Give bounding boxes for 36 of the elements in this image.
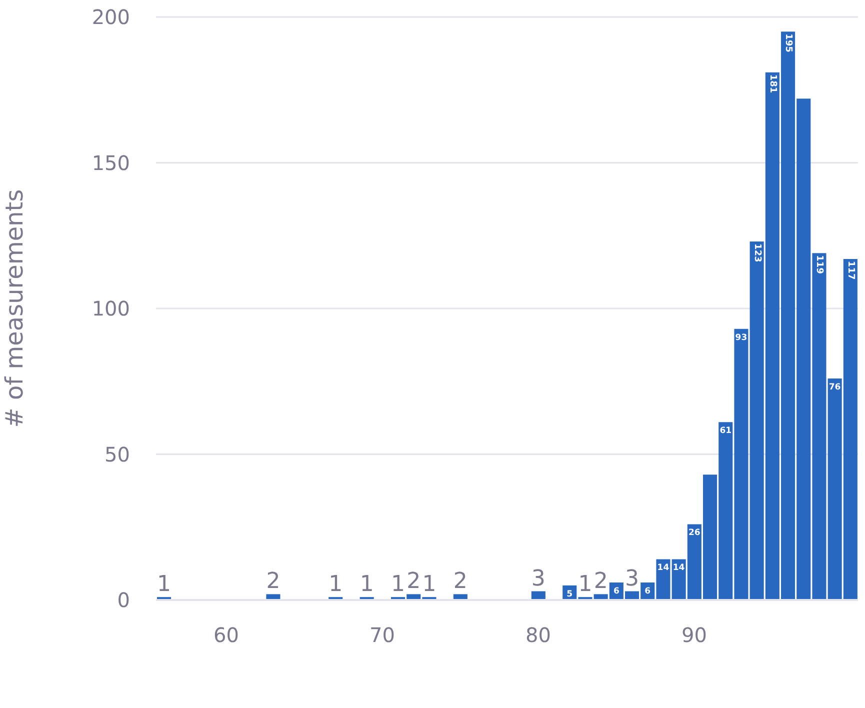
x-tick-label: 80	[525, 623, 551, 648]
x-tick-label: 90	[681, 623, 707, 648]
data-label: 3	[531, 566, 546, 592]
data-label: 2	[453, 569, 468, 594]
data-label: 93	[735, 332, 748, 343]
data-label: 14	[657, 563, 670, 574]
y-tick-label: 200	[92, 5, 130, 30]
data-label: 1	[391, 572, 406, 598]
data-label: 2	[266, 569, 280, 594]
data-label: 117	[845, 260, 856, 280]
data-label: 3	[625, 566, 640, 592]
data-label: 119	[814, 255, 824, 274]
y-tick-label: 100	[92, 296, 130, 321]
y-tick-label: 150	[92, 150, 130, 175]
data-label: 123	[752, 243, 762, 262]
data-label: 6	[613, 586, 620, 597]
data-label: 76	[828, 382, 841, 392]
data-label: 181	[767, 74, 778, 94]
data-label: 195	[783, 34, 794, 52]
x-tick-label: 60	[213, 623, 239, 648]
y-tick-label: 0	[117, 588, 130, 612]
data-label: 1	[578, 572, 592, 598]
data-label: 26	[688, 528, 700, 538]
data-label: 1	[157, 572, 172, 598]
x-tick-label: 70	[369, 623, 395, 648]
data-label: 2	[594, 569, 608, 594]
data-label: 1	[360, 572, 374, 598]
data-label: 6	[644, 586, 651, 597]
data-label: 2	[406, 569, 421, 594]
data-label: 5	[566, 589, 573, 600]
y-tick-label: 50	[104, 442, 130, 466]
y-axis-title: # of measurements	[0, 189, 29, 428]
data-label: 1	[422, 572, 436, 598]
data-label: 61	[720, 426, 732, 436]
data-label: 14	[672, 563, 685, 574]
data-label: 1	[328, 572, 343, 598]
